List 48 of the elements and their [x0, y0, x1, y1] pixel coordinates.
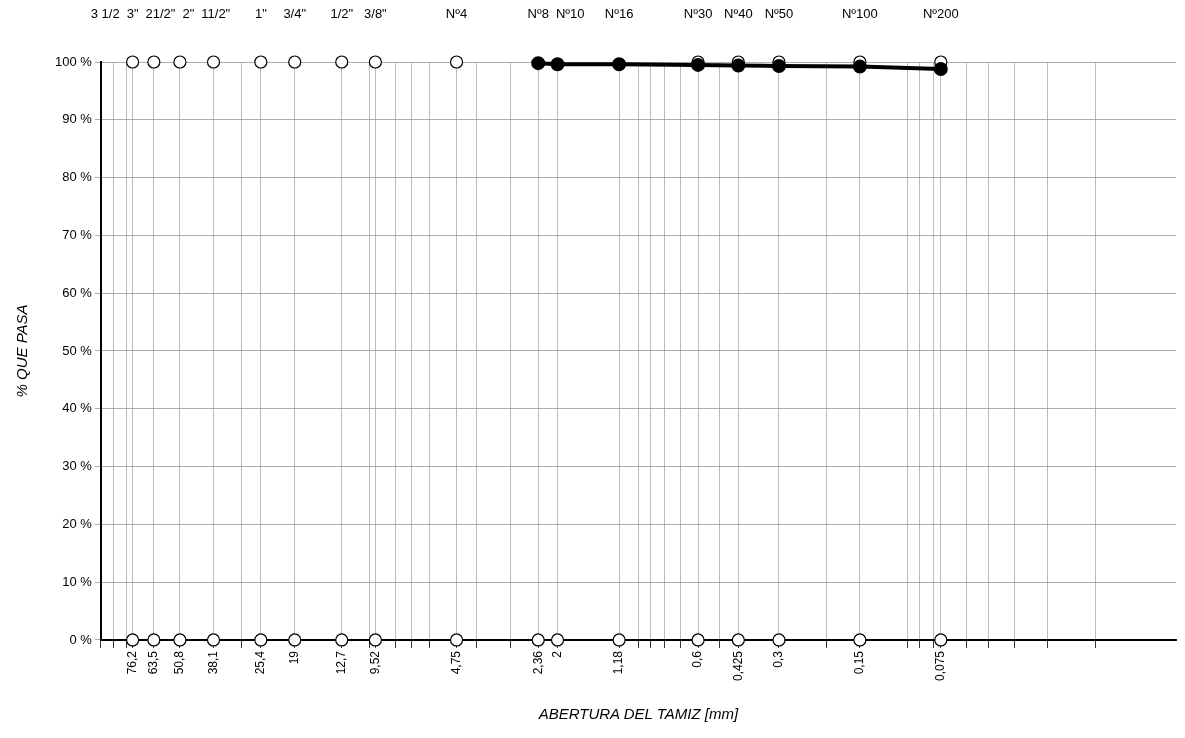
x-tick-label: 76,2	[124, 650, 139, 675]
text: 21/2"	[145, 5, 176, 21]
y-tick-label: 100 %	[54, 53, 93, 69]
text: 3/8"	[364, 5, 388, 21]
text: 11/2"	[201, 5, 231, 21]
y-tick-label: 10 %	[62, 573, 93, 589]
text: Nº200	[922, 5, 959, 21]
x-tick-label: 50,8	[172, 650, 187, 675]
x-tick-label: 12,7	[334, 650, 349, 675]
y-tick-label: 0 %	[69, 631, 93, 647]
x-tick-label: 2,36	[530, 650, 545, 675]
x-tick-label: 2	[549, 650, 564, 658]
y-tick-label: 30 %	[62, 458, 93, 474]
x-axis-title: ABERTURA DEL TAMIZ [mm]	[537, 705, 739, 723]
text: Nº30	[683, 5, 713, 21]
text: 1/2"	[330, 5, 354, 21]
y-tick-label: 60 %	[62, 284, 93, 300]
x-tick-label: 63,5	[146, 650, 161, 675]
x-tick-label: 4,75	[448, 650, 463, 675]
text: Nº40	[724, 5, 753, 21]
x-tick-label: 0,6	[690, 650, 705, 668]
text: Nº16	[604, 5, 634, 21]
y-tick-label: 40 %	[62, 400, 93, 416]
text: Nº100	[841, 5, 878, 21]
x-tick-label: 9,52	[367, 650, 382, 675]
y-tick-label: 70 %	[62, 226, 93, 242]
x-tick-label: 38,1	[205, 650, 220, 675]
text: Nº50	[764, 5, 794, 21]
y-tick-label: 50 %	[62, 342, 93, 358]
text: Nº8	[527, 5, 549, 21]
x-tick-label: 0,15	[852, 650, 867, 675]
x-tick-label: 1,18	[611, 650, 626, 675]
text: 1"	[254, 5, 268, 21]
y-tick-label: 80 %	[62, 169, 93, 185]
text: 2"	[182, 5, 195, 21]
text: Nº10	[555, 5, 585, 21]
y-tick-label: 90 %	[62, 111, 93, 127]
text: 3 1/2	[90, 5, 120, 21]
text: 3"	[126, 5, 139, 21]
y-axis-title: % QUE PASA	[13, 304, 31, 398]
y-tick-label: 20 %	[62, 515, 93, 531]
text: Nº4	[445, 5, 468, 21]
x-tick-label: 0,3	[771, 650, 786, 668]
x-tick-label: 0,425	[730, 650, 745, 681]
x-tick-label: 19	[287, 650, 302, 665]
text: 3/4"	[283, 5, 307, 21]
x-tick-label: 0,075	[933, 650, 948, 681]
x-tick-label: 25,4	[253, 650, 268, 675]
